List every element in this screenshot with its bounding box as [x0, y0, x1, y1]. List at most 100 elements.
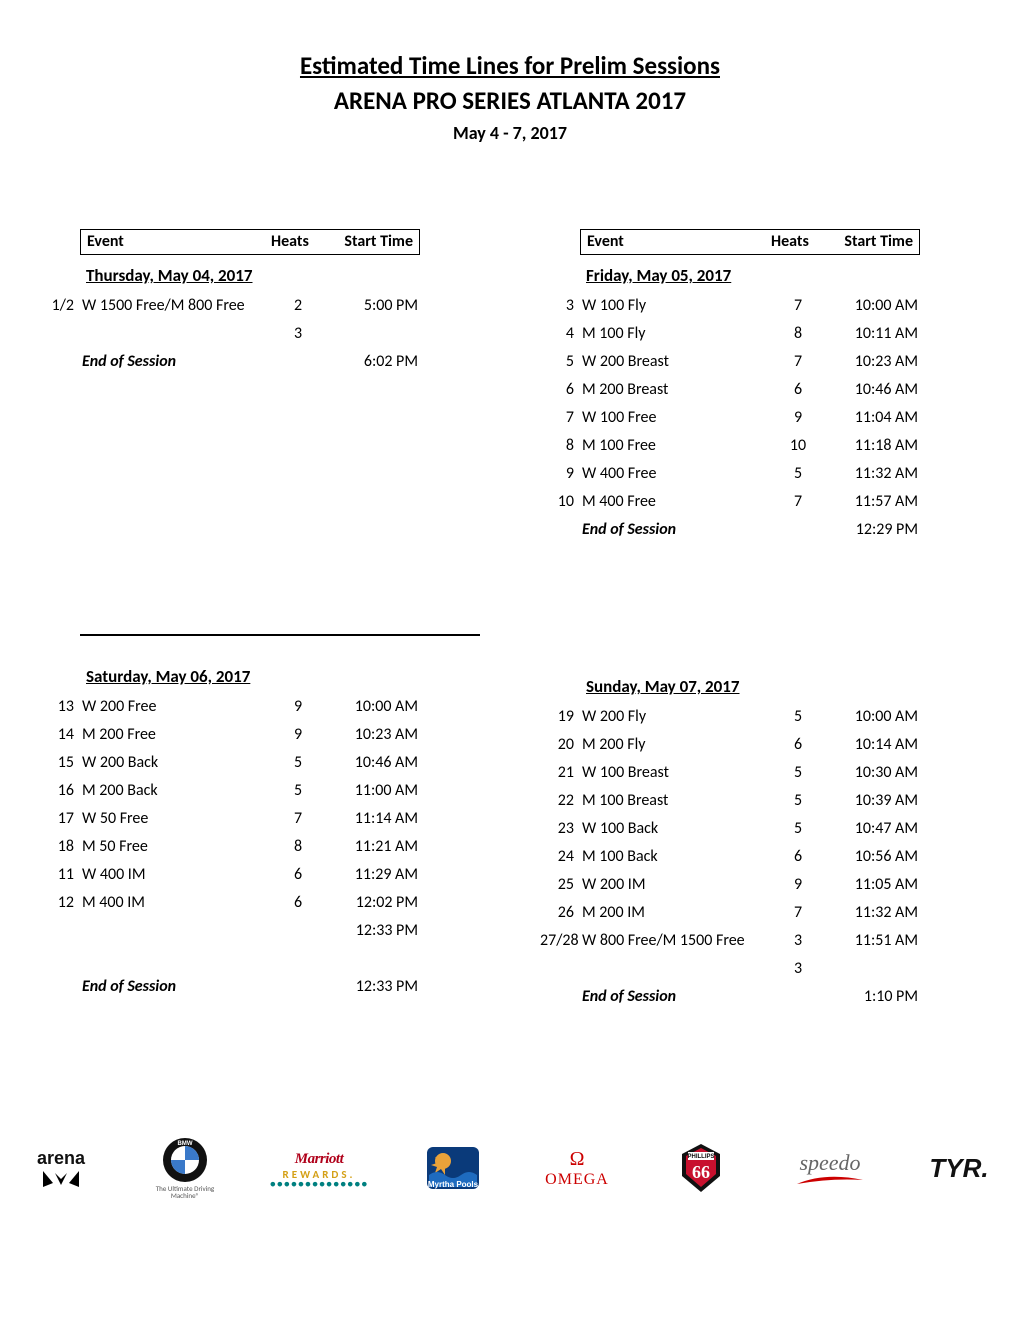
event-name: W 200 Breast [580, 348, 770, 376]
column-header-box: EventHeatsStart Time [80, 229, 420, 255]
logo-speedo-text: speedo [785, 1150, 875, 1176]
event-heats: 6 [270, 889, 326, 917]
phillips66-icon: PHILLIPS 66 [678, 1142, 724, 1194]
event-time: 10:00 AM [326, 693, 436, 721]
event-name: W 50 Free [80, 805, 270, 833]
event-name [80, 320, 270, 348]
event-row: 6M 200 Breast610:46 AM [540, 376, 980, 404]
event-number: 14 [40, 721, 80, 749]
end-label: End of Session [80, 973, 270, 1001]
event-row: 5W 200 Breast710:23 AM [540, 348, 980, 376]
event-name: M 400 IM [80, 889, 270, 917]
event-heats: 9 [770, 404, 826, 432]
logo-speedo: speedo [785, 1150, 875, 1186]
event-time: 11:05 AM [826, 871, 936, 899]
arena-icon [41, 1169, 81, 1189]
event-number: 21 [540, 759, 580, 787]
event-row: 11W 400 IM611:29 AM [40, 861, 480, 889]
event-row: 9W 400 Free511:32 AM [540, 460, 980, 488]
event-time: 12:02 PM [326, 889, 436, 917]
end-label: End of Session [80, 348, 270, 376]
event-time: 10:30 AM [826, 759, 936, 787]
event-heats: 5 [270, 777, 326, 805]
event-number [40, 945, 80, 973]
event-heats: 5 [770, 460, 826, 488]
event-heats: 5 [770, 815, 826, 843]
bmw-icon: BMW [162, 1137, 208, 1183]
event-heats: 3 [770, 955, 826, 983]
event-number: 19 [540, 703, 580, 731]
event-name: W 200 IM [580, 871, 770, 899]
event-heats: 7 [770, 348, 826, 376]
event-time: 5:00 PM [326, 292, 436, 320]
day-header: Sunday, May 07, 2017 [586, 676, 980, 697]
logo-marriott: Marriott REWARDS. ●●●●●●●●●●●●●● [269, 1151, 369, 1186]
event-row [40, 945, 480, 973]
col-heats: Heats [271, 232, 309, 251]
session-block: Sunday, May 07, 2017 19W 200 Fly510:00 AM… [540, 634, 980, 1011]
end-of-session-row: End of Session12:29 PM [540, 516, 980, 544]
event-number: 3 [540, 292, 580, 320]
page-dates: May 4 - 7, 2017 [0, 122, 1020, 144]
event-heats: 6 [770, 731, 826, 759]
event-name [80, 917, 270, 945]
event-heats: 5 [770, 787, 826, 815]
event-name [80, 945, 270, 973]
event-heats: 7 [770, 292, 826, 320]
event-time: 10:39 AM [826, 787, 936, 815]
event-time: 10:56 AM [826, 843, 936, 871]
event-name: M 200 Fly [580, 731, 770, 759]
event-number: 9 [540, 460, 580, 488]
event-name: M 400 Free [580, 488, 770, 516]
event-name: M 200 Breast [580, 376, 770, 404]
end-time: 1:10 PM [826, 983, 936, 1011]
event-time: 11:00 AM [326, 777, 436, 805]
event-heats: 8 [270, 833, 326, 861]
event-time: 11:51 AM [826, 927, 936, 955]
event-time [326, 945, 436, 973]
svg-text:66: 66 [692, 1162, 710, 1182]
event-row: 27/28W 800 Free/M 1500 Free311:51 AM [540, 927, 980, 955]
event-name: M 100 Free [580, 432, 770, 460]
event-row: 22M 100 Breast510:39 AM [540, 787, 980, 815]
event-row: 10M 400 Free711:57 AM [540, 488, 980, 516]
event-name [580, 955, 770, 983]
speedo-icon [795, 1176, 865, 1186]
event-number [40, 917, 80, 945]
event-heats: 7 [770, 488, 826, 516]
logo-phillips66: PHILLIPS 66 [661, 1142, 741, 1194]
event-number: 5 [540, 348, 580, 376]
event-number: 13 [40, 693, 80, 721]
event-name: W 100 Back [580, 815, 770, 843]
event-number: 16 [40, 777, 80, 805]
page-title: Estimated Time Lines for Prelim Sessions [0, 50, 1020, 81]
event-name: W 100 Free [580, 404, 770, 432]
event-time: 11:18 AM [826, 432, 936, 460]
event-time: 11:14 AM [326, 805, 436, 833]
event-time: 10:14 AM [826, 731, 936, 759]
event-row: 17W 50 Free711:14 AM [40, 805, 480, 833]
event-row: 21W 100 Breast510:30 AM [540, 759, 980, 787]
day-header: Thursday, May 04, 2017 [86, 265, 480, 286]
col-event: Event [87, 232, 124, 251]
end-label: End of Session [580, 983, 770, 1011]
event-number [40, 320, 80, 348]
event-time: 11:32 AM [826, 460, 936, 488]
event-number: 15 [40, 749, 80, 777]
event-number: 6 [540, 376, 580, 404]
event-row: 19W 200 Fly510:00 AM [540, 703, 980, 731]
myrtha-icon: Myrtha Pools [423, 1143, 483, 1193]
event-heats: 6 [770, 843, 826, 871]
event-number: 8 [540, 432, 580, 460]
logo-tyr: TYR. [919, 1153, 999, 1184]
logo-arena: arena [21, 1148, 101, 1189]
event-row: 12M 400 IM612:02 PM [40, 889, 480, 917]
event-name: W 400 IM [80, 861, 270, 889]
event-number: 24 [540, 843, 580, 871]
event-number: 18 [40, 833, 80, 861]
svg-text:PHILLIPS: PHILLIPS [687, 1154, 714, 1160]
event-time: 11:32 AM [826, 899, 936, 927]
event-number: 23 [540, 815, 580, 843]
event-row: 26M 200 IM711:32 AM [540, 899, 980, 927]
event-name: W 100 Fly [580, 292, 770, 320]
